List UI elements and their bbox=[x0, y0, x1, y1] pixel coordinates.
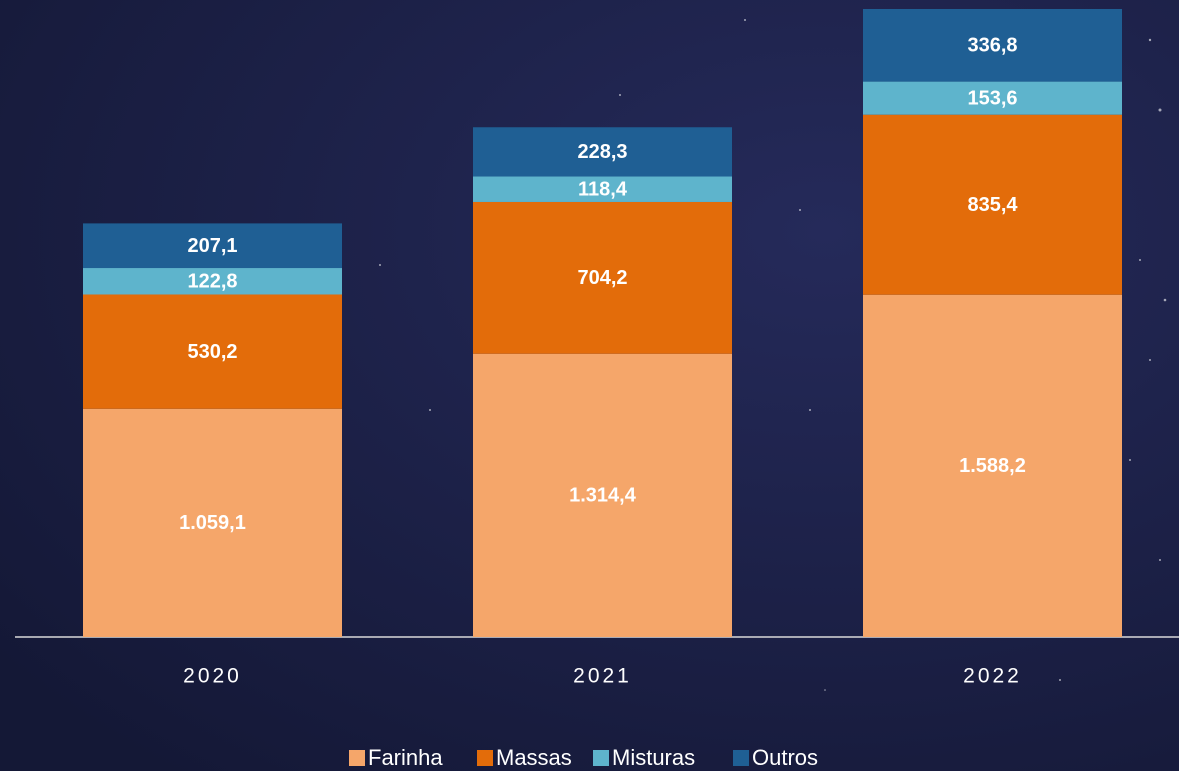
data-label: 530,2 bbox=[187, 341, 237, 363]
legend-label: Farinha bbox=[368, 745, 443, 770]
legend-swatch bbox=[593, 750, 609, 766]
legend-label: Outros bbox=[752, 745, 818, 770]
bar-segment bbox=[473, 201, 732, 354]
data-label: 153,6 bbox=[967, 87, 1017, 109]
legend-label: Massas bbox=[496, 745, 572, 770]
data-label: 1.059,1 bbox=[179, 512, 246, 534]
bar-segment bbox=[83, 268, 342, 295]
bar-segment bbox=[473, 127, 732, 177]
bar-segment bbox=[473, 353, 732, 637]
stars bbox=[379, 19, 1167, 691]
data-label: 228,3 bbox=[577, 141, 627, 163]
data-label: 1.588,2 bbox=[959, 455, 1026, 477]
data-label: 336,8 bbox=[967, 35, 1017, 57]
legend-swatch bbox=[349, 750, 365, 766]
bar-segment bbox=[863, 294, 1122, 637]
data-label: 207,1 bbox=[187, 235, 237, 257]
x-tick-label: 2021 bbox=[573, 665, 632, 688]
legend-swatch bbox=[477, 750, 493, 766]
x-tick-label: 2022 bbox=[963, 665, 1022, 688]
data-label: 118,4 bbox=[578, 178, 628, 200]
bar-segment bbox=[83, 408, 342, 637]
data-label: 704,2 bbox=[577, 267, 627, 289]
data-label: 835,4 bbox=[967, 194, 1018, 216]
bar-segment bbox=[473, 176, 732, 202]
data-label: 1.314,4 bbox=[569, 485, 637, 507]
legend-label: Misturas bbox=[612, 745, 695, 770]
bar-segment bbox=[863, 9, 1122, 82]
bar-segment bbox=[863, 81, 1122, 115]
bar-segment bbox=[83, 294, 342, 409]
bar-segment bbox=[863, 114, 1122, 295]
x-tick-label: 2020 bbox=[183, 665, 242, 688]
bar-segment bbox=[83, 223, 342, 269]
legend-swatch bbox=[733, 750, 749, 766]
data-label: 122,8 bbox=[187, 271, 237, 293]
